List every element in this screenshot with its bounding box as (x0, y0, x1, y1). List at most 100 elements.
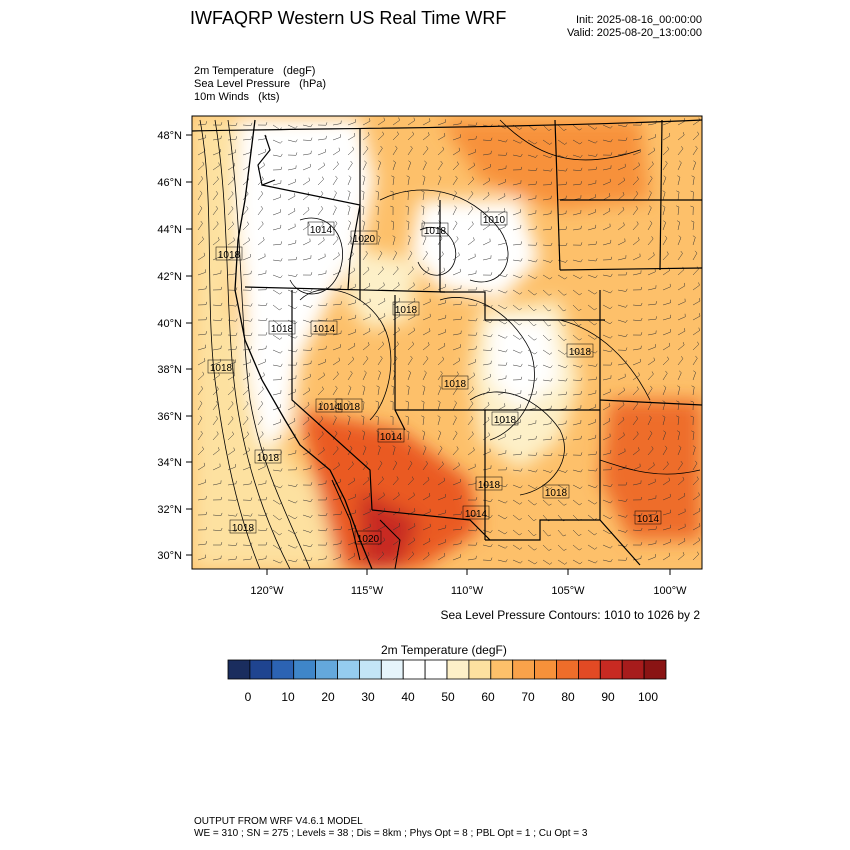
wind-barb (512, 484, 523, 489)
isobar-contours (199, 119, 701, 569)
wind-barb (407, 341, 414, 351)
wind-barb (512, 529, 522, 536)
wind-barb (497, 319, 508, 325)
wind-barb (377, 445, 381, 456)
wind-barb (512, 334, 523, 340)
wind-barb (617, 360, 627, 366)
wind-barb (347, 220, 352, 231)
wind-barb (632, 555, 642, 561)
wind-barb (332, 120, 342, 126)
wind-barb (227, 372, 236, 381)
wind-barb (602, 139, 613, 143)
lat-tick-label: 42°N (157, 271, 182, 283)
wind-barb (437, 133, 446, 141)
wind-barb (452, 495, 462, 501)
wind-barb (452, 205, 457, 216)
wind-barb (572, 139, 583, 145)
wind-barb (572, 167, 583, 171)
lat-tick-label: 36°N (157, 411, 182, 423)
wind-barb (482, 544, 493, 548)
wind-barb (632, 253, 641, 261)
wind-barb (332, 134, 341, 141)
wind-barb (467, 287, 478, 291)
wind-barb (272, 390, 282, 396)
wind-barb (602, 304, 613, 310)
wind-barb (242, 447, 250, 456)
wind-barb (677, 282, 686, 291)
wind-barb (512, 241, 522, 246)
isobar-label: 1018 (545, 488, 568, 499)
wind-barb (632, 527, 643, 532)
wind-barb (602, 165, 612, 171)
isobar-labels: 1018101410201018101810141018101010181018… (207, 211, 662, 545)
wind-barb (512, 274, 523, 279)
wind-barb (482, 514, 493, 518)
wind-barb (617, 401, 625, 411)
wind-barb (482, 255, 492, 261)
isobar-label: 1010 (483, 215, 506, 226)
wind-barb (617, 163, 626, 171)
wind-barb (692, 370, 696, 381)
wind-barb (527, 289, 537, 296)
wind-barb (692, 551, 699, 561)
wind-barb (227, 447, 235, 456)
wind-barb (557, 391, 567, 396)
wind-barb (227, 464, 236, 471)
wind-barb (587, 241, 597, 246)
wind-barb (212, 191, 219, 201)
wind-barb (557, 319, 567, 327)
wind-barb (392, 445, 396, 456)
colorbar-swatch (534, 659, 557, 680)
wind-barb (242, 237, 250, 246)
wind-barb (437, 356, 445, 366)
wind-barb (497, 433, 506, 441)
wind-barb (572, 210, 582, 216)
footer-config-line: WE = 310 ; SN = 275 ; Levels = 38 ; Dis … (194, 828, 588, 839)
wind-barb (212, 358, 221, 366)
wind-barb (347, 477, 355, 486)
wind-barb (497, 179, 506, 186)
wind-barb (392, 476, 399, 486)
wind-barb (662, 235, 668, 246)
wind-barb (302, 387, 310, 396)
wind-barb (452, 220, 458, 231)
wind-barb (662, 220, 666, 231)
wind-barb (287, 483, 298, 487)
isobar-label: 1018 (424, 226, 447, 237)
wind-barb (287, 139, 298, 143)
wind-barb (317, 528, 328, 532)
wind-barb (437, 524, 447, 531)
wind-barb (527, 514, 537, 521)
wind-barb (542, 391, 553, 396)
wind-barb (617, 177, 625, 186)
wind-barb (332, 252, 340, 261)
isobar-label-box (566, 343, 594, 358)
wind-barb (512, 363, 523, 367)
wind-barb (527, 529, 537, 536)
wind-barb (197, 301, 208, 306)
wind-barb (482, 304, 493, 308)
colorbar-label: 100 (638, 690, 658, 704)
wind-barb (257, 176, 264, 186)
isobar-label-box (207, 359, 235, 374)
colorbar-label: 50 (441, 690, 455, 704)
wind-barb (542, 452, 553, 457)
wind-barb (422, 493, 431, 501)
wind-barb (542, 139, 553, 145)
wind-barb (647, 285, 657, 291)
wind-barb (332, 385, 338, 396)
wind-barb (602, 499, 613, 504)
wind-barb (332, 147, 340, 156)
colorbar-label: 20 (321, 690, 335, 704)
wind-barb (542, 436, 552, 441)
wind-barb (602, 349, 613, 353)
wind-barb (422, 118, 431, 126)
idaho-border (347, 128, 361, 291)
wind-barb (422, 370, 427, 381)
wind-barb (272, 334, 283, 340)
wind-barb (677, 523, 686, 531)
wind-barb (227, 206, 234, 216)
wind-barb (406, 220, 410, 231)
wind-barb (332, 371, 339, 381)
wind-barb (437, 461, 444, 471)
